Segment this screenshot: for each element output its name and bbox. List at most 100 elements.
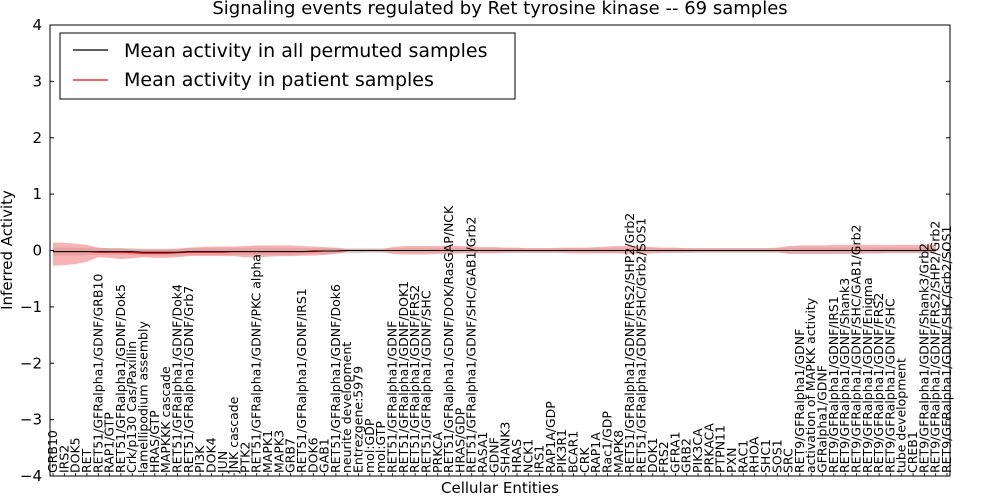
category-label: Rac1/GDP xyxy=(600,411,615,473)
category-label: JNK cascade xyxy=(226,396,241,474)
legend-label-permuted: Mean activity in all permuted samples xyxy=(124,40,487,62)
category-label: GAB1 xyxy=(317,438,332,473)
category-label: MAPKKK cascade xyxy=(158,366,173,473)
category-label: JUN xyxy=(215,451,230,474)
category-label: GFRalpha1/GDNF xyxy=(815,365,830,473)
category-label: MAPK1 xyxy=(260,430,275,473)
category-label: SHC1 xyxy=(758,439,773,473)
category-label: PIK3CA xyxy=(690,428,705,473)
category-label: neurite development xyxy=(339,342,354,473)
category-label: IRS2 xyxy=(56,445,71,473)
y-tick-label: −3 xyxy=(20,411,42,429)
category-label: Crk/p130 Cas/Paxillin xyxy=(124,341,139,473)
category-label: NCK1 xyxy=(520,439,535,473)
category-label: RET51/GFRalpha1/GDNF/Dok6 xyxy=(328,284,343,473)
category-label: RET9/GFRalpha1/GDNF xyxy=(792,329,807,473)
category-label: activation of MAPKK activity xyxy=(803,297,818,473)
category-label: RET xyxy=(79,448,94,473)
y-tick-label: 1 xyxy=(32,185,42,203)
category-label: BCAR1 xyxy=(566,431,581,473)
category-label: mol:GTP xyxy=(373,421,388,473)
category-labels: GRB10IRS2DOK5RETRET51/GFRalpha1/GDNF/GRB… xyxy=(45,205,954,476)
category-label: RET51/GFRalpha1/GDNF/Dok5 xyxy=(113,284,128,473)
category-label: RHOA xyxy=(747,436,762,473)
chart-title: Signaling events regulated by Ret tyrosi… xyxy=(212,0,787,19)
y-tick-label: −2 xyxy=(20,354,42,372)
category-label: MAPK3 xyxy=(271,430,286,473)
category-label: lamellipodium assembly xyxy=(136,321,151,473)
category-label: DOK4 xyxy=(203,437,218,473)
y-tick-label: −1 xyxy=(20,298,42,316)
category-label: PTK2 xyxy=(237,442,252,473)
category-label: RAC1 xyxy=(735,440,750,473)
line-permuted xyxy=(53,250,936,253)
category-label: RET9/GFRalpha1/GDNF/Shank3 xyxy=(837,278,852,473)
category-label: RET51/GFRalpha1/GDNF/PKC alpha xyxy=(249,254,264,473)
legend-box xyxy=(59,32,516,100)
category-label: DOK6 xyxy=(305,437,320,473)
category-label: CREB1 xyxy=(905,431,920,473)
category-label: RAP1A xyxy=(588,432,603,473)
category-label: HRAS/GTP xyxy=(147,410,162,473)
category-label: GRB10 xyxy=(45,430,60,473)
category-label: RET9/GFRalpha1/GDNF/Enigma xyxy=(860,277,875,473)
category-label: HRAS/GDP xyxy=(452,407,467,473)
category-label: RET51/GFRalpha1/GDNF/IRS1 xyxy=(294,288,309,473)
category-label: RET9/GFRalpha1/GDNF/FRS2 xyxy=(871,293,886,473)
category-label: GDNF xyxy=(486,437,501,473)
category-label: PIK3R1 xyxy=(554,429,569,473)
category-label: GRB7 xyxy=(283,438,298,473)
y-tick-label: 0 xyxy=(32,242,42,260)
category-label: RET51/GFRalpha1/GDNF xyxy=(384,321,399,473)
category-label: RET51/GFRalpha1/GDNF/GRB10 xyxy=(90,274,105,473)
category-label: SRC xyxy=(781,448,796,473)
category-label: RET9/GFRalpha1/GDNF/SHC/Grb2/SOS1 xyxy=(939,226,954,473)
y-tick-label: 3 xyxy=(32,72,42,90)
y-axis-ticks: −4 −3 −2 −1 0 1 2 3 4 xyxy=(20,16,950,485)
category-label: PXN xyxy=(724,448,739,473)
y-tick-label: 4 xyxy=(32,16,42,34)
y-axis-label: Inferred Activity xyxy=(0,190,16,310)
category-label: FRS2 xyxy=(656,441,671,473)
category-label: RET51/GFRalpha1/GDNF/SHC/GAB1/Grb2 xyxy=(464,217,479,473)
category-label: RASA1 xyxy=(475,432,490,473)
category-label: SHANK3 xyxy=(498,422,513,473)
category-label: SOS1 xyxy=(769,439,784,473)
category-label: mol:GDP xyxy=(362,418,377,473)
category-label: RET51/GFRalpha1/GDNF/FRS2/SHP2/Grb2 xyxy=(622,213,637,473)
category-label: RET51/GFRalpha1/GDNF/SHC xyxy=(418,290,433,473)
category-label: RET51/GFRalpha1/GDNF/FRS2 xyxy=(407,285,422,473)
legend: Mean activity in all permuted samples Me… xyxy=(59,32,516,100)
category-label: PRKACA xyxy=(701,423,716,473)
series-lines xyxy=(53,250,936,254)
category-label: RET9/GFRalpha1/GDNF/SHC/GAB1/Grb2 xyxy=(848,224,863,473)
category-label: RAP1/GTP xyxy=(102,412,117,473)
category-label: MAPK8 xyxy=(611,430,626,473)
confidence-bands xyxy=(53,242,936,266)
legend-label-patient: Mean activity in patient samples xyxy=(124,69,434,91)
category-label: RET9/GFRalpha1/GDNF/IRS1 xyxy=(826,296,841,473)
category-label: PTPN11 xyxy=(713,425,728,473)
category-label: GFRA1 xyxy=(667,431,682,473)
category-label: IRS1 xyxy=(532,445,547,473)
category-label: RET9/GFRalpha1/GDNF/Shank3/Grb2 xyxy=(916,243,931,473)
y-tick-label: −4 xyxy=(20,467,42,485)
category-label: DOK5 xyxy=(68,437,83,473)
category-label: RET51/GFRalpha1/GDNF/Dok4 xyxy=(169,284,184,473)
category-label: DOK1 xyxy=(645,437,660,473)
category-label: Entrezgene:5979 xyxy=(351,366,366,473)
category-label: CRK xyxy=(577,447,592,473)
category-label: PI3K xyxy=(192,445,207,473)
category-label: RET9/GFRalpha1/GDNF/FRS2/SHP2/Grb2 xyxy=(928,221,943,473)
category-label: RET51/GFRalpha1/GDNF/DOK/RasGAP/NCK xyxy=(441,205,456,473)
category-label: RET51/GFRalpha1/GDNF/Grb7 xyxy=(181,286,196,473)
band-patient xyxy=(53,242,936,266)
category-label: GRB2 xyxy=(679,438,694,473)
category-label: RET51/GFRalpha1/GDNF/SHC/Grb2/SOS1 xyxy=(633,218,648,473)
category-label: tube development xyxy=(894,358,909,473)
y-tick-label: 2 xyxy=(32,129,42,147)
category-label: HRAS xyxy=(509,439,524,473)
category-label: RAP1A/GDP xyxy=(543,401,558,473)
category-label: RET51/GFRalpha1/GDNF/DOK1 xyxy=(396,281,411,473)
